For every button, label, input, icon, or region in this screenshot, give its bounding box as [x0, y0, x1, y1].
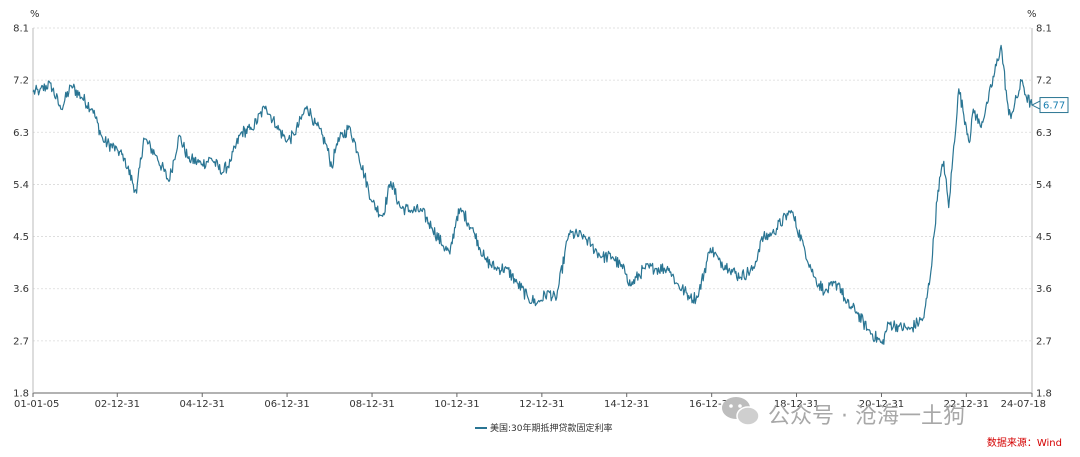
y-tick-label-left: 4.5	[13, 232, 29, 243]
y-tick-label-right: 5.4	[1036, 180, 1052, 191]
last-value-callout: 6.77	[1030, 97, 1069, 114]
y-tick-label-right: 3.6	[1036, 284, 1052, 295]
x-tick-label: 14-12-31	[604, 399, 649, 410]
unit-label-left: %	[30, 9, 40, 20]
x-tick-label: 16-12-31	[689, 399, 734, 410]
legend: 美国:30年期抵押贷款固定利率	[475, 422, 613, 434]
x-tick-label: 22-12-31	[944, 399, 989, 410]
y-tick-label-left: 6.3	[13, 128, 29, 139]
y-tick-label-right: 2.7	[1036, 336, 1052, 347]
x-tick-label: 18-12-31	[774, 399, 819, 410]
y-tick-right-layer: 1.8 2.7 3.6 4.5 5.4 6.3 7.2 8.1	[1036, 24, 1052, 400]
x-tick-label: 20-12-31	[859, 399, 904, 410]
y-tick-label-left: 1.8	[13, 389, 29, 400]
y-tick-label-right: 7.2	[1036, 76, 1052, 87]
x-tick-label: 24-07-18	[1001, 399, 1046, 410]
y-tick-label-right: 1.8	[1036, 389, 1052, 400]
x-tick-label: 10-12-31	[434, 399, 479, 410]
x-tick-label: 04-12-31	[180, 399, 225, 410]
x-tick-label: 12-12-31	[519, 399, 564, 410]
unit-label-right: %	[1027, 9, 1037, 20]
axis-layer	[32, 28, 1033, 394]
y-tick-label-left: 2.7	[13, 336, 29, 347]
y-tick-label-left: 8.1	[13, 24, 29, 35]
grid-layer	[33, 27, 1032, 342]
callout-pointer	[1030, 100, 1041, 110]
x-tick-label: 08-12-31	[349, 399, 394, 410]
wechat-icon	[722, 397, 760, 426]
y-tick-label-left: 5.4	[13, 180, 29, 191]
y-tick-label-left: 7.2	[13, 76, 29, 87]
y-tick-label-right: 8.1	[1036, 24, 1052, 35]
y-tick-left-layer: 1.8 2.7 3.6 4.5 5.4 6.3 7.2 8.1	[13, 24, 29, 400]
y-tick-label-left: 3.6	[13, 284, 29, 295]
source-note: 数据来源：Wind	[987, 436, 1062, 449]
y-tick-label-right: 6.3	[1036, 128, 1052, 139]
callout-box	[1039, 97, 1069, 114]
x-tick-label: 06-12-31	[264, 399, 309, 410]
watermark: 公众号 · 沧海一土狗	[722, 397, 965, 429]
x-tick-layer: 01-01-05 02-12-31 04-12-31 06-12-31 08-12-31…	[14, 393, 1046, 410]
watermark-text: 公众号 · 沧海一土狗	[768, 404, 965, 429]
x-tick-label: 02-12-31	[95, 399, 140, 410]
x-tick-label: 01-01-05	[14, 399, 59, 410]
last-value-label: 6.77	[1043, 101, 1065, 112]
y-tick-label-right: 4.5	[1036, 232, 1052, 243]
legend-label: 美国:30年期抵押贷款固定利率	[490, 422, 613, 434]
series-line-mortgage-rate	[32, 44, 1033, 345]
